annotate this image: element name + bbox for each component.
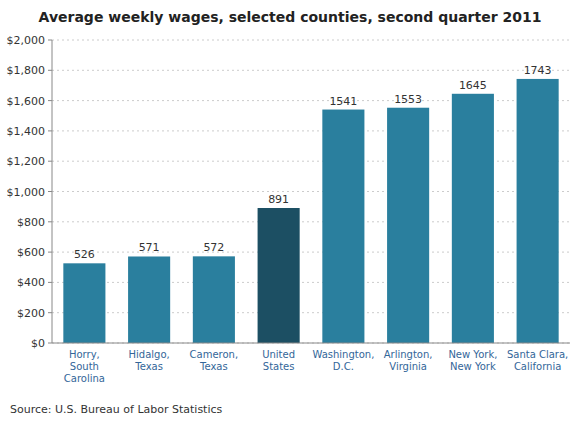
category-label: Washington,D.C. <box>312 349 374 372</box>
category-label: Cameron,Texas <box>190 349 239 372</box>
bar <box>452 94 494 343</box>
category-line: Washington, <box>312 349 374 360</box>
data-label: 1541 <box>329 95 357 108</box>
category-label: New York,New York <box>448 349 497 372</box>
bar <box>387 108 429 343</box>
category-line: United <box>262 349 295 360</box>
tick-label: $1,000 <box>7 186 46 199</box>
category-line: California <box>514 361 562 372</box>
data-labels: 526 571 572 891 1541 1553 1645 1743 <box>74 64 552 261</box>
y-axis-line <box>52 40 53 343</box>
tick-label: $200 <box>17 307 45 320</box>
y-axis: $0 $200 $400 $600 $800 $1,000 $1,200 $1,400 $1,6… <box>7 34 571 350</box>
category-line: South <box>70 361 99 372</box>
grid-line <box>52 70 570 71</box>
grid-line <box>52 40 570 41</box>
data-label: 1743 <box>524 64 552 77</box>
x-axis-line <box>52 343 570 344</box>
tick-label: $1,200 <box>7 155 46 168</box>
tick-label: $0 <box>31 337 45 350</box>
chart: Average weekly wages, selected counties,… <box>0 0 580 423</box>
data-label: 1553 <box>394 93 422 106</box>
tick-label: $1,800 <box>7 64 46 77</box>
data-label: 572 <box>203 241 224 254</box>
bar <box>63 263 105 343</box>
data-label: 1645 <box>459 79 487 92</box>
grid-line <box>52 343 570 344</box>
tick-mark <box>48 130 52 131</box>
category-line: Virginia <box>389 361 427 372</box>
tick-label: $800 <box>17 216 45 229</box>
tick-mark <box>48 161 52 162</box>
data-label: 571 <box>139 241 160 254</box>
source: Source: U.S. Bureau of Labor Statistics <box>10 403 223 416</box>
tick-label: $1,400 <box>7 125 46 138</box>
tick-mark <box>48 40 52 41</box>
category-label: UnitedStates <box>262 349 295 372</box>
tick-mark <box>48 343 52 344</box>
tick-label: $600 <box>17 246 45 259</box>
tick-label: $2,000 <box>7 34 46 47</box>
title: Average weekly wages, selected counties,… <box>39 9 542 25</box>
category-line: Texas <box>199 361 228 372</box>
category-line: Hidalgo, <box>129 349 170 360</box>
tick-mark <box>48 282 52 283</box>
tick-mark <box>48 312 52 313</box>
category-line: States <box>263 361 295 372</box>
bar <box>193 256 235 343</box>
tick-label: $400 <box>17 276 45 289</box>
bar <box>128 256 170 343</box>
bars <box>63 79 558 343</box>
category-label: Horry,SouthCarolina <box>64 349 105 384</box>
tick-mark <box>48 252 52 253</box>
data-label: 526 <box>74 248 95 261</box>
tick-mark <box>48 100 52 101</box>
category-label: Hidalgo,Texas <box>129 349 170 372</box>
bar <box>322 110 364 343</box>
category-line: New York <box>450 361 496 372</box>
tick-mark <box>48 70 52 71</box>
category-line: Horry, <box>69 349 100 360</box>
category-line: Texas <box>134 361 163 372</box>
data-label: 891 <box>268 193 289 206</box>
category-label: Santa Clara,California <box>507 349 568 372</box>
category-line: D.C. <box>333 361 354 372</box>
category-label: Arlington,Virginia <box>384 349 433 372</box>
tick-label: $1,600 <box>7 95 46 108</box>
category-line: Cameron, <box>190 349 239 360</box>
bar <box>258 208 300 343</box>
bar <box>517 79 559 343</box>
category-line: Carolina <box>64 373 105 384</box>
category-line: New York, <box>448 349 497 360</box>
category-line: Santa Clara, <box>507 349 568 360</box>
category-line: Arlington, <box>384 349 433 360</box>
tick-mark <box>48 191 52 192</box>
tick-mark <box>48 221 52 222</box>
x-axis: Horry,SouthCarolinaHidalgo,TexasCameron,… <box>64 349 569 384</box>
